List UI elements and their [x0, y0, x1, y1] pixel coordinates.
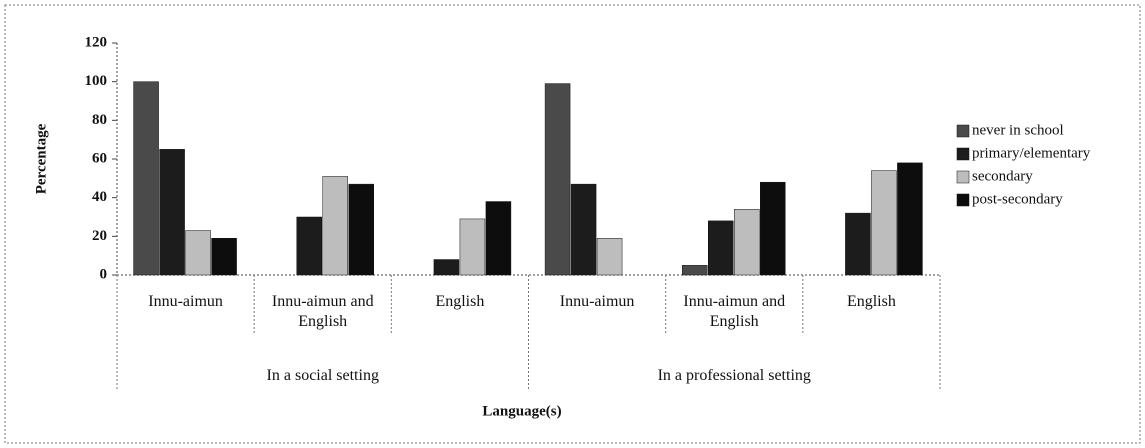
x-tick-label: English — [435, 293, 485, 310]
bar — [185, 230, 211, 276]
bar — [871, 170, 897, 276]
x-tick-label: Innu-aimun and English — [271, 293, 374, 330]
bar — [544, 83, 571, 276]
frame — [4, 4, 1141, 444]
y-tick-label: 80 — [92, 112, 107, 128]
legend-swatch — [956, 193, 970, 207]
bar — [348, 183, 374, 276]
bar — [682, 265, 708, 276]
y-tick-label: 120 — [85, 34, 108, 50]
bar — [760, 181, 786, 276]
group-label: In a social setting — [266, 367, 379, 384]
legend-label: secondary — [972, 168, 1033, 184]
y-axis-label: Percentage — [33, 123, 49, 194]
y-tick-label: 100 — [85, 73, 108, 89]
bar — [596, 238, 623, 276]
x-tick-label: Innu-aimun — [559, 293, 635, 310]
bar — [845, 212, 871, 276]
bar — [296, 216, 322, 276]
bar — [133, 81, 159, 276]
bar — [322, 176, 348, 276]
x-tick-label: Innu-aimun — [148, 293, 223, 310]
bar — [211, 238, 237, 276]
legend-swatch — [956, 124, 970, 138]
y-tick-label: 20 — [92, 228, 107, 244]
bar — [433, 259, 460, 276]
bar — [897, 162, 923, 276]
bar — [459, 218, 486, 276]
legend-label: never in school — [972, 122, 1064, 138]
x-tick-label: Innu-aimun and English — [683, 293, 786, 330]
bar — [485, 201, 512, 276]
legend-label: primary/elementary — [972, 145, 1091, 161]
bar — [159, 149, 185, 276]
x-axis-label: Language(s) — [482, 403, 561, 419]
bar — [708, 220, 734, 276]
group-label: In a professional setting — [657, 367, 811, 384]
bar — [734, 209, 760, 276]
legend-swatch — [956, 147, 970, 161]
x-tick-label: English — [846, 293, 896, 310]
y-tick-label: 0 — [100, 266, 108, 282]
y-tick-label: 60 — [92, 150, 107, 166]
legend-swatch — [956, 170, 970, 184]
bar — [570, 183, 597, 276]
legend-label: post-secondary — [972, 191, 1063, 207]
y-tick-label: 40 — [92, 189, 107, 205]
